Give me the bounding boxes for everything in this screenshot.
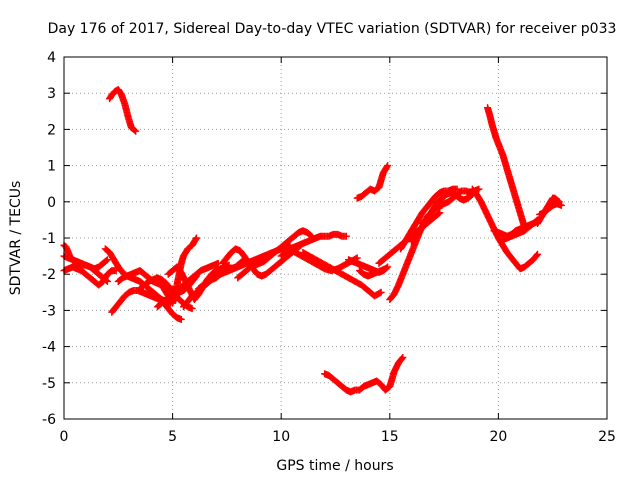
y-tick-label: 2 [47,122,56,138]
data-point [398,355,406,363]
x-tick-labels: 0 5 10 15 20 25 [60,429,616,445]
data-point [131,126,139,134]
series-arc20 [355,265,389,280]
data-point [557,201,565,209]
series-arc10 [158,234,200,307]
y-tick-label: 3 [47,86,56,102]
data-point [132,127,140,135]
axis-ticks [63,56,608,420]
data-point [103,256,111,264]
data-point [475,185,483,193]
series-arc29 [484,104,528,231]
data-point [192,235,200,243]
data-point [384,162,392,170]
series-arc25 [397,185,461,253]
series-arc19 [345,256,392,276]
y-tick-label: 4 [47,50,56,66]
data-point [435,210,443,218]
y-tick-label: -3 [42,303,56,319]
series-arc27 [418,185,483,228]
series-arc33 [536,200,565,218]
series-arc18 [299,248,385,300]
series-arc28 [468,185,541,273]
y-tick-label: -5 [42,376,56,392]
x-tick-label: 10 [272,429,290,445]
y-tick-label: 1 [47,159,56,175]
series-arc22 [321,353,407,396]
x-axis-label: GPS time / hours [276,458,393,474]
y-axis-label: SDTVAR / TECUs [8,181,24,296]
y-tick-labels: -6 -5 -4 -3 -2 -1 0 1 2 3 4 [42,50,56,428]
y-tick-label: -4 [42,340,56,356]
series-arc16 [277,230,350,260]
x-tick-label: 15 [381,429,399,445]
series-arc3 [60,252,111,273]
data-point [376,289,384,297]
x-tick-label: 5 [168,429,177,445]
data-point [192,234,200,242]
y-tick-label: -2 [42,267,56,283]
data-point [102,257,110,265]
x-tick-label: 0 [60,429,69,445]
y-tick-label: -1 [42,231,56,247]
data-points [60,86,565,396]
data-point [188,305,196,313]
data-point [436,209,444,217]
x-tick-label: 25 [598,429,616,445]
data-point [177,315,185,323]
series-arc21 [353,162,392,202]
data-point [342,232,350,240]
y-tick-label: 0 [47,195,56,211]
data-point [383,163,391,171]
data-point [377,288,385,296]
x-tick-label: 20 [489,429,507,445]
series-arc4 [106,86,140,135]
data-point [533,251,541,259]
data-point [381,265,389,273]
series-arc2 [60,263,120,289]
chart-title: Day 176 of 2017, Sidereal Day-to-day VTE… [48,21,617,37]
data-point [533,250,541,258]
y-tick-label: -6 [42,412,56,428]
data-point [399,353,407,361]
series-arc14 [219,241,305,280]
